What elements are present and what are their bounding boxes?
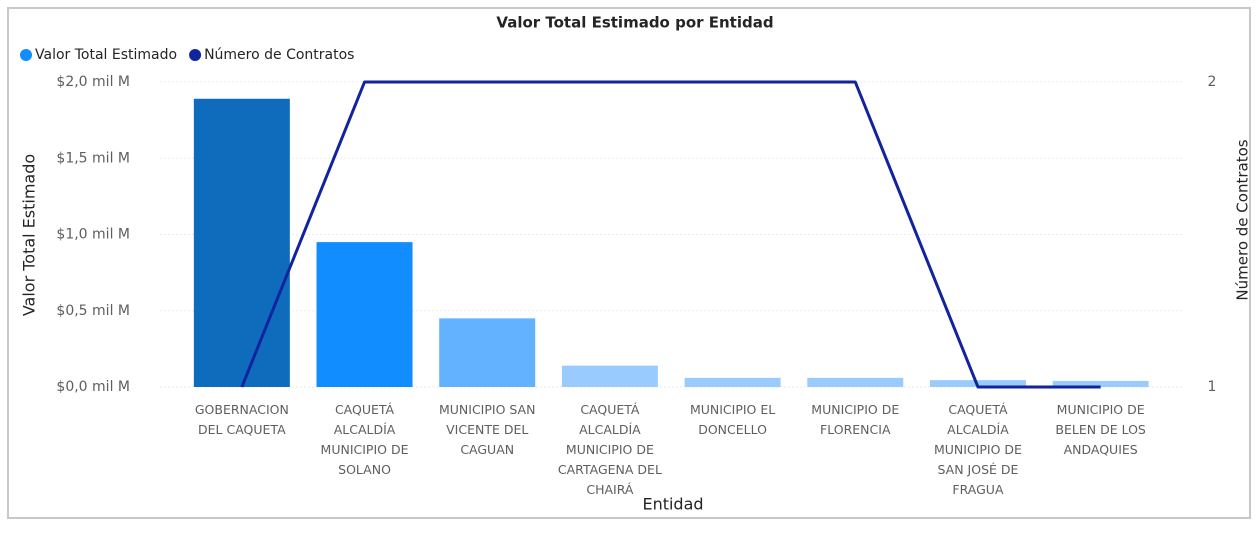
x-tick-label: MUNICIPIO DE FLORENCIA [811, 402, 899, 437]
bar [1052, 380, 1149, 387]
legend-marker [189, 49, 202, 61]
y2-tick-label: 2 [1208, 74, 1217, 90]
x-axis-title: Entidad [642, 495, 703, 514]
bar [561, 365, 658, 387]
x-tick-label: CAQUETÁ ALCALDÍA MUNICIPIO DE CARTAGENA DEL… [558, 402, 662, 497]
y-axis-title: Valor Total Estimado [20, 154, 39, 316]
bar [316, 242, 413, 387]
y-tick-label: $2,0 mil M [56, 74, 130, 90]
bar [807, 377, 904, 387]
x-tick-label: MUNICIPIO DE BELEN DE LOS ANDAQUIES [1055, 402, 1146, 457]
y-tick-label: $1,5 mil M [56, 150, 130, 166]
legend-marker [20, 49, 32, 61]
legend-label: Valor Total Estimado [35, 47, 177, 63]
y-tick-label: $1,0 mil M [56, 227, 130, 243]
x-tick-label: GOBERNACION DEL CAQUETA [195, 402, 289, 437]
bar [439, 318, 536, 387]
x-tick-label: CAQUETÁ ALCALDÍA MUNICIPIO DE SAN JOSÉ DE FR… [934, 402, 1022, 497]
y2-tick-label: 1 [1208, 379, 1217, 395]
chart-title: Valor Total Estimado por Entidad [496, 14, 773, 32]
x-tick-label: MUNICIPIO SAN VICENTE DEL CAGUAN [439, 402, 536, 457]
x-tick-label: CAQUETÁ ALCALDÍA MUNICIPIO DE SOLANO [321, 402, 409, 477]
x-tick-label: MUNICIPIO EL DONCELLO [690, 402, 775, 437]
bar [684, 377, 781, 387]
legend-label: Número de Contratos [204, 47, 354, 63]
y2-axis-title: Número de Contratos [1234, 139, 1252, 300]
line [240, 80, 1101, 389]
bar [193, 98, 290, 388]
y-tick-label: $0,5 mil M [56, 303, 130, 319]
y-tick-label: $0,0 mil M [56, 379, 130, 395]
